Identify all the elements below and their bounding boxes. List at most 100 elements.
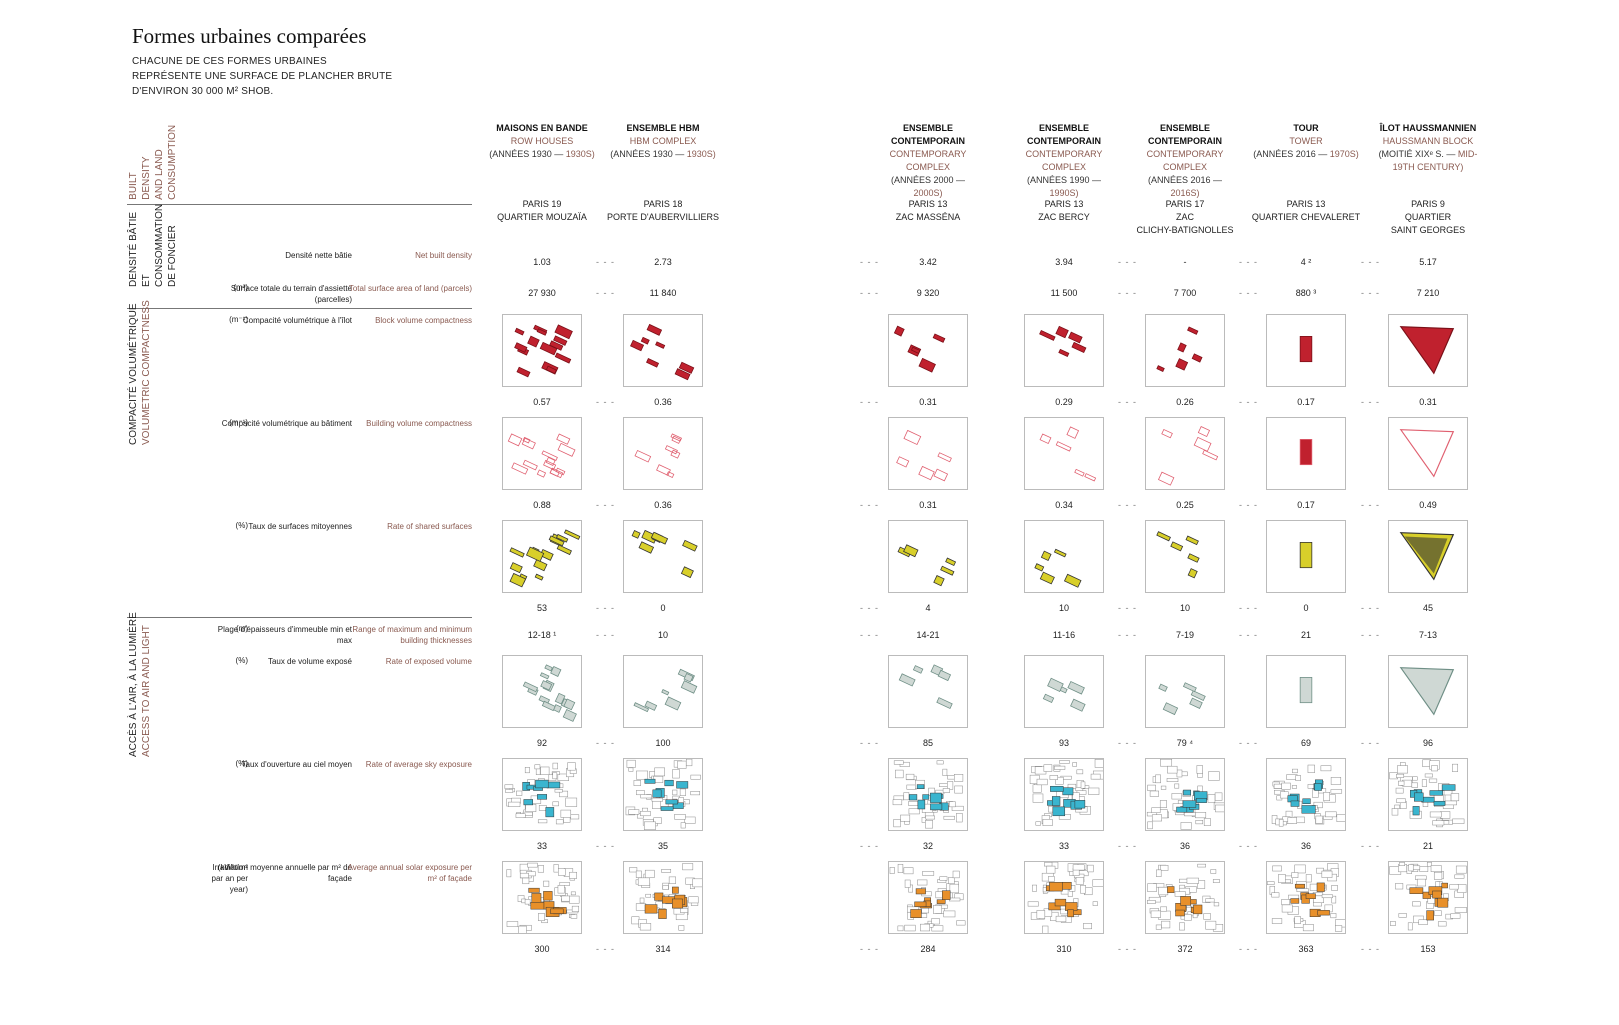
connector-dash: - - - <box>1239 397 1258 407</box>
column-location-0: PARIS 19 QUARTIER MOUZAÏA <box>497 199 587 222</box>
row-label-fr-7: Taux d'ouverture au ciel moyen <box>241 760 352 769</box>
column-date: (MOITIÉ XIXᵉ S. — MID-19TH CENTURY) <box>1378 149 1478 172</box>
diagram-thumbnail <box>1145 417 1225 490</box>
diagram-thumbnail <box>1388 417 1468 490</box>
axonometric-diagram <box>504 762 580 825</box>
diagram-thumbnail <box>888 758 968 831</box>
diagram-thumbnail <box>1388 314 1468 387</box>
connector-dash: - - - <box>596 603 615 613</box>
row-label-en-1: Total surface area of land (parcels) <box>348 284 472 293</box>
diagram-thumbnail <box>888 314 968 387</box>
value-cell: 0.17 <box>1297 397 1315 407</box>
value-cell: 45 <box>1422 603 1433 613</box>
value-cell: 10 <box>657 630 668 640</box>
axonometric-diagram <box>634 433 683 479</box>
connector-dash: - - - <box>1239 500 1258 510</box>
value-cell: 1.03 <box>533 257 551 267</box>
connector-dash: - - - <box>1118 944 1137 954</box>
row-label-en-4: Rate of shared surfaces <box>387 522 472 531</box>
diagram-thumbnail <box>888 861 968 934</box>
diagram-thumbnail <box>1266 520 1346 593</box>
column-date: (ANNÉES 2000 — 2000S) <box>890 175 966 198</box>
value-cell: 0.31 <box>919 397 937 407</box>
row-label-en-0: Net built density <box>415 251 472 260</box>
value-cell: 0.31 <box>1419 397 1437 407</box>
row-label-fr-5: Plage d'épaisseurs d'immeuble min et max <box>217 625 352 645</box>
axonometric-diagram <box>1399 532 1455 581</box>
value-cell: 0.31 <box>919 500 937 510</box>
value-cell: 33 <box>1058 841 1069 851</box>
axonometric-diagram <box>509 529 581 588</box>
value-cell: 10 <box>1058 603 1069 613</box>
axonometric-diagram <box>898 664 953 709</box>
diagram-thumbnail <box>623 758 703 831</box>
axonometric-diagram <box>506 862 580 933</box>
connector-dash: - - - <box>1118 257 1137 267</box>
axonometric-diagram <box>1399 667 1455 716</box>
connector-dash: - - - <box>1239 841 1258 851</box>
value-cell: 36 <box>1300 841 1311 851</box>
diagram-thumbnail <box>1266 861 1346 934</box>
diagram-thumbnail <box>1145 655 1225 728</box>
column-title-fr: ENSEMBLE CONTEMPORAIN <box>1027 123 1101 146</box>
value-cell: 7-19 <box>1175 630 1194 640</box>
connector-dash: - - - <box>1361 738 1380 748</box>
axonometric-diagram <box>507 433 576 479</box>
axonometric-diagram <box>1147 863 1224 932</box>
axonometric-diagram <box>892 760 964 829</box>
axonometric-diagram <box>1267 863 1345 932</box>
diagram-thumbnail <box>1266 655 1346 728</box>
page-title: Formes urbaines comparées <box>132 24 367 48</box>
diagram-thumbnail <box>888 520 968 593</box>
diagram-thumbnail <box>623 520 703 593</box>
column-title-fr: ENSEMBLE HBM <box>626 123 700 133</box>
value-cell: 93 <box>1058 738 1069 748</box>
diagram-thumbnail <box>623 655 703 728</box>
column-header-4: ENSEMBLE CONTEMPORAIN CONTEMPORARY COMPLE… <box>1135 122 1235 200</box>
connector-dash: - - - <box>1361 397 1380 407</box>
diagram-thumbnail <box>623 417 703 490</box>
axonometric-diagram <box>897 544 957 587</box>
axonometric-diagram <box>1399 326 1455 375</box>
connector-dash: - - - <box>596 500 615 510</box>
column-location-2: PARIS 13 ZAC MASSÉNA <box>895 199 961 222</box>
axonometric-diagram <box>629 863 702 931</box>
axonometric-diagram <box>1299 439 1313 466</box>
diagram-thumbnail <box>1024 520 1104 593</box>
connector-dash: - - - <box>1361 944 1380 954</box>
column-header-5: TOUR TOWER (ANNÉES 2016 — 1970S) <box>1241 122 1371 161</box>
value-cell: 153 <box>1420 944 1436 954</box>
column-title-en: HAUSSMANN BLOCK <box>1382 136 1474 146</box>
diagram-thumbnail <box>502 861 582 934</box>
connector-dash: - - - <box>1239 603 1258 613</box>
row-label-en-3: Building volume compactness <box>366 419 472 428</box>
value-cell: 7 700 <box>1173 288 1197 298</box>
value-cell: 0.29 <box>1055 397 1073 407</box>
axonometric-diagram <box>1146 759 1224 830</box>
connector-dash: - - - <box>1361 500 1380 510</box>
row-unit-7: (%) <box>235 759 248 768</box>
connector-dash: - - - <box>1118 288 1137 298</box>
column-header-2: ENSEMBLE CONTEMPORAIN CONTEMPORARY COMPLE… <box>878 122 978 200</box>
diagram-thumbnail <box>1145 758 1225 831</box>
connector-dash: - - - <box>1361 630 1380 640</box>
column-location-1: PARIS 18 PORTE D'AUBERVILLIERS <box>607 199 719 222</box>
value-cell: 0.17 <box>1297 500 1315 510</box>
connector-dash: - - - <box>860 500 879 510</box>
column-title-fr: ENSEMBLE CONTEMPORAIN <box>891 123 965 146</box>
intro-line-1: CHACUNE DE CES FORMES URBAINES <box>132 56 327 67</box>
value-cell: 0.36 <box>654 397 672 407</box>
row-label-fr-1: Surface totale du terrain d'assiette (pa… <box>230 284 352 304</box>
diagram-thumbnail <box>1024 314 1104 387</box>
row-label-fr-3: Compacité volumétrique au bâtiment <box>221 419 352 428</box>
row-unit-8: (kWh/m² par an per year) <box>211 863 248 894</box>
connector-dash: - - - <box>860 738 879 748</box>
value-cell: 32 <box>922 841 933 851</box>
axonometric-diagram <box>1157 426 1219 486</box>
column-location-5: PARIS 13 QUARTIER CHEVALERET <box>1251 199 1361 222</box>
diagram-thumbnail <box>623 861 703 934</box>
value-cell: 4 <box>925 603 931 613</box>
axonometric-diagram <box>1299 336 1313 363</box>
axonometric-diagram <box>1158 682 1206 716</box>
value-cell: 36 <box>1179 841 1190 851</box>
